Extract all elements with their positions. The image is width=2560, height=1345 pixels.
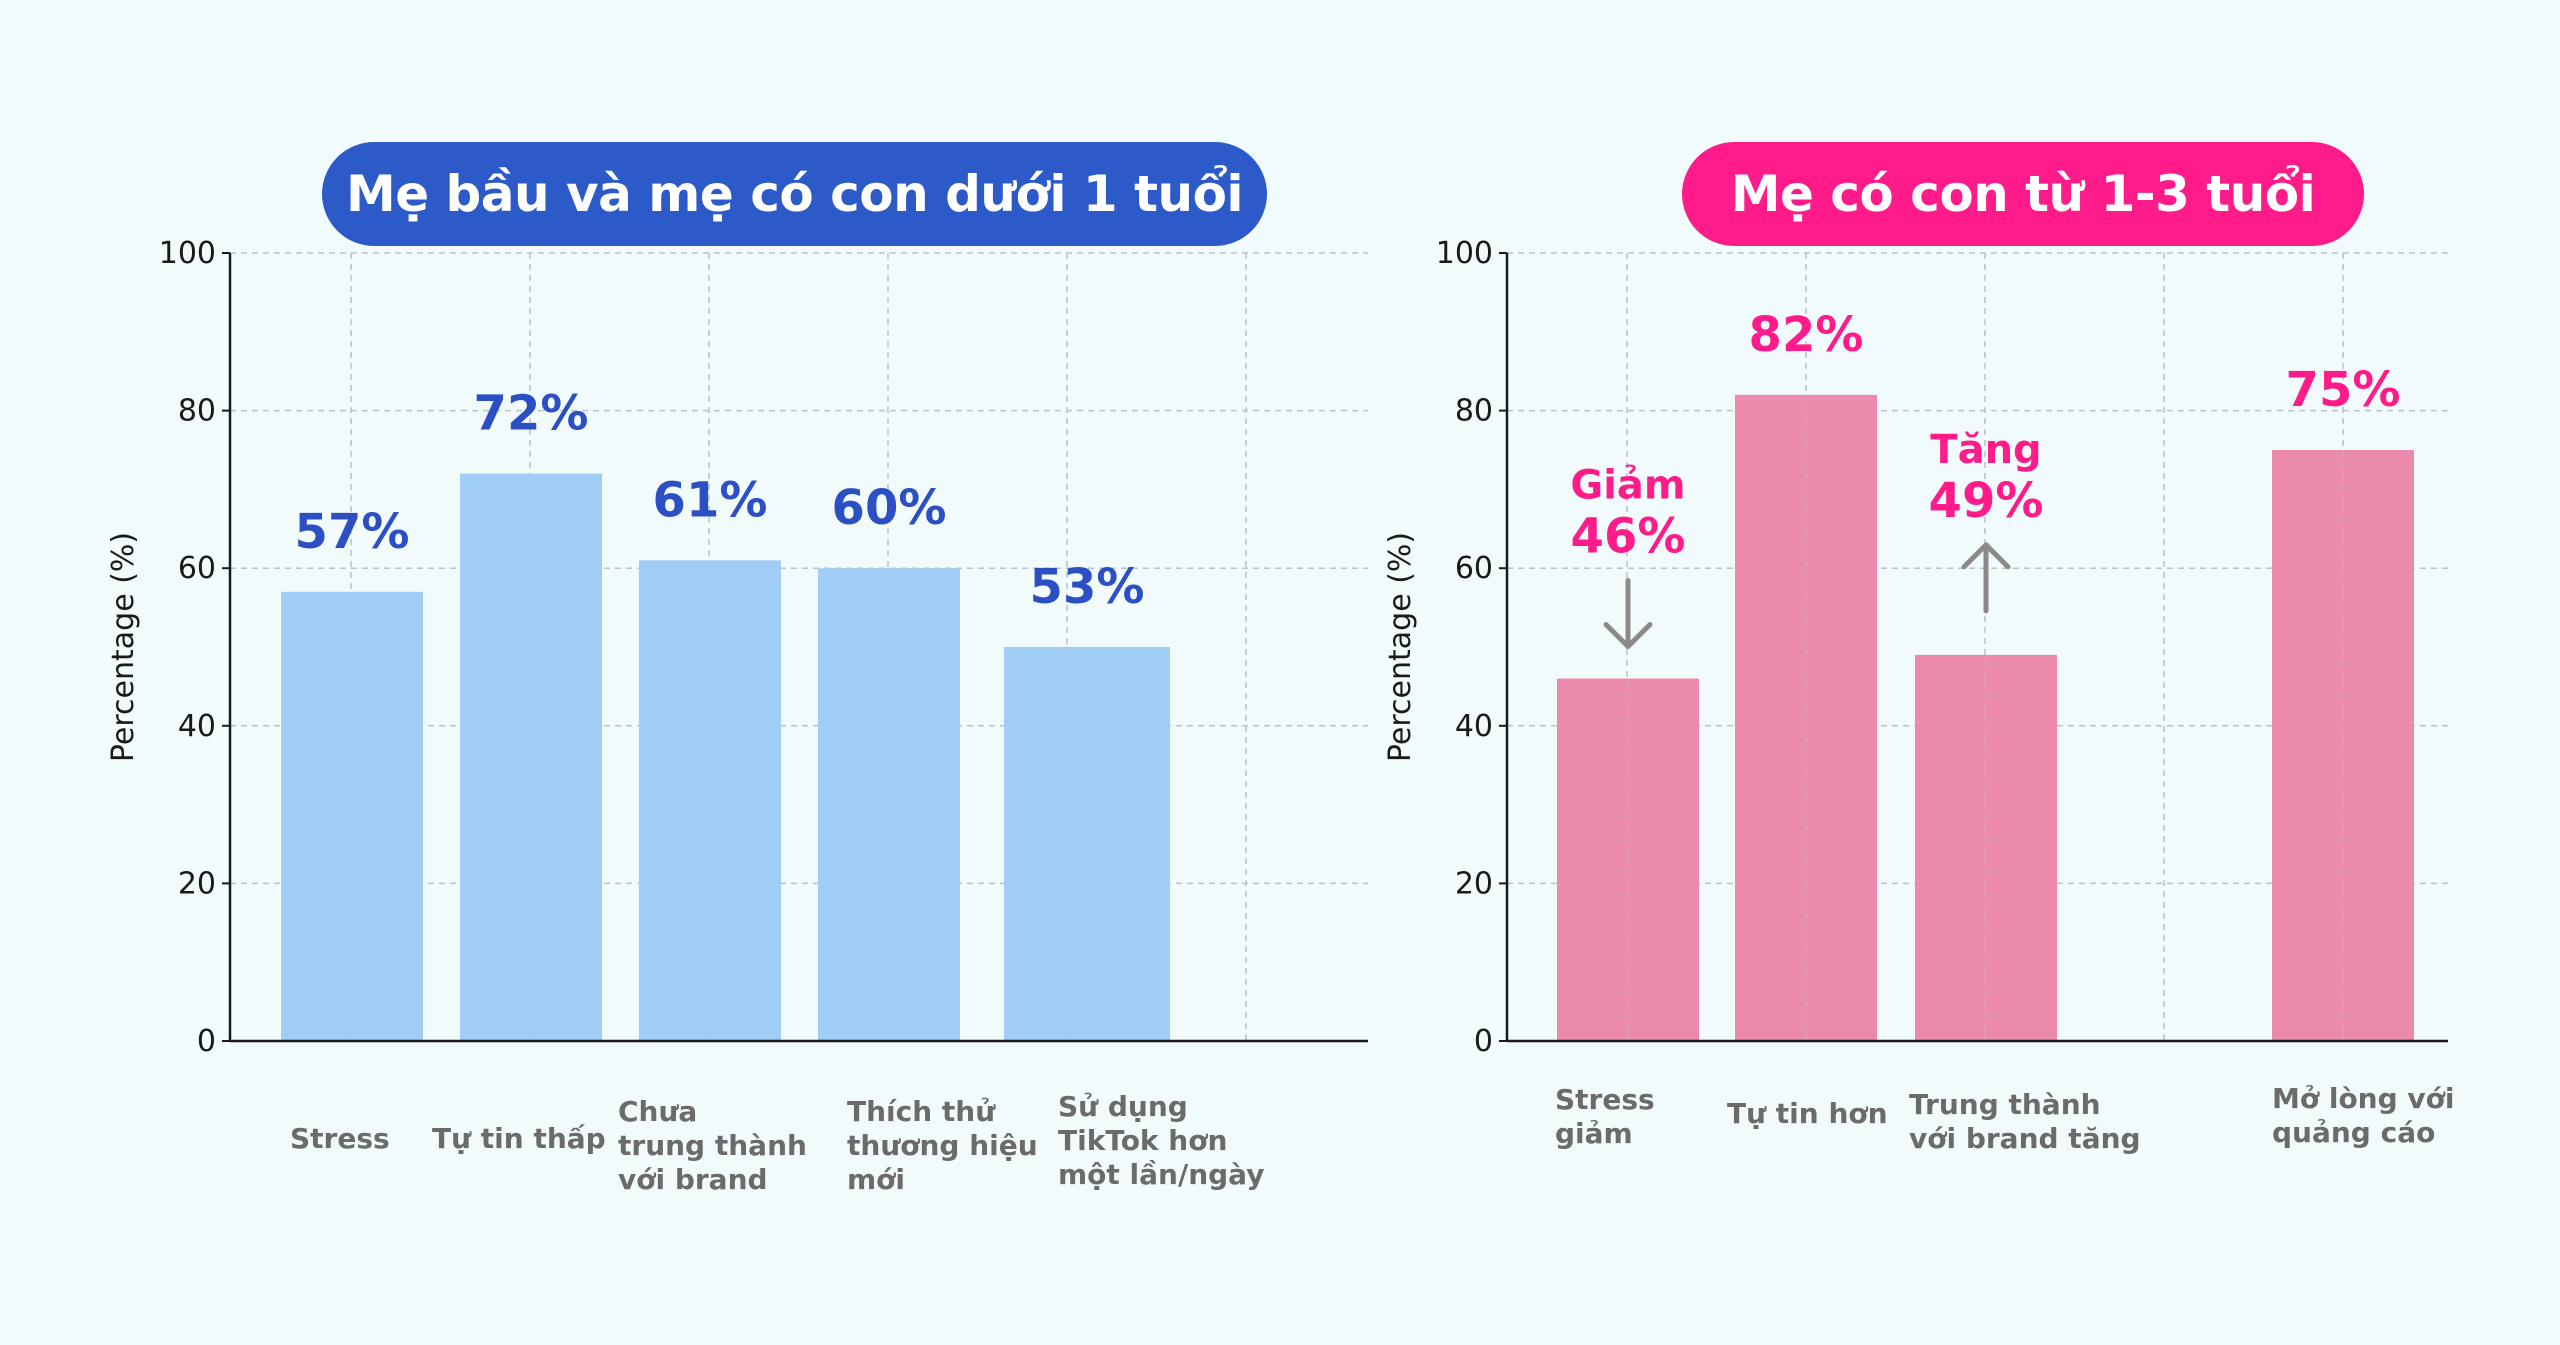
bar bbox=[1004, 647, 1170, 1041]
y-tick-label: 40 bbox=[178, 709, 216, 744]
category-label-line: Stress bbox=[1555, 1083, 1655, 1116]
bar-note: Giảm bbox=[1570, 463, 1685, 509]
right-chart-title: Mẹ có con từ 1-3 tuổi bbox=[1682, 142, 2364, 246]
bar-value-label: 46% bbox=[1571, 509, 1686, 565]
category-label: Stress bbox=[290, 1122, 390, 1155]
bar bbox=[281, 591, 423, 1041]
category-label-line: quảng cáo bbox=[2272, 1116, 2435, 1149]
bar bbox=[818, 568, 960, 1041]
bar bbox=[460, 473, 602, 1041]
category-label: Stress giảm bbox=[1555, 1083, 1655, 1150]
category-label-line: một lần/ngày bbox=[1058, 1158, 1264, 1191]
category-label-line: mới bbox=[847, 1163, 905, 1196]
left-chart: 0 20 40 60 80 100 Percentage (%) 57% Stress 72% Tự… bbox=[106, 236, 1368, 1196]
arrow-head bbox=[1961, 542, 2011, 570]
bar-value-label: 49% bbox=[1929, 473, 2044, 529]
left-chart-title: Mẹ bầu và mẹ có con dưới 1 tuổi bbox=[322, 142, 1267, 246]
y-axis-title: Percentage (%) bbox=[106, 532, 141, 762]
bar-value-label: 60% bbox=[832, 480, 947, 536]
bar-value-label: 53% bbox=[1030, 559, 1145, 615]
category-label: Mở lòng với quảng cáo bbox=[2272, 1082, 2455, 1149]
y-tick-label: 40 bbox=[1455, 709, 1493, 744]
y-axis-title: Percentage (%) bbox=[1383, 532, 1418, 762]
category-label: Sử dụng TikTok hơn một lần/ngày bbox=[1058, 1090, 1264, 1191]
category-label-line: Trung thành bbox=[1909, 1088, 2101, 1121]
bar bbox=[1915, 654, 2057, 1041]
category-label-line: với brand bbox=[618, 1163, 768, 1196]
category-label-line: Mở lòng với bbox=[2272, 1082, 2455, 1115]
category-label-line: Sử dụng bbox=[1058, 1090, 1188, 1123]
y-tick-label: 100 bbox=[1436, 236, 1493, 271]
arrow-up-icon bbox=[1961, 542, 2011, 614]
category-label-line: Thích thử bbox=[847, 1095, 996, 1128]
category-label-line: Chưa bbox=[618, 1095, 697, 1128]
y-tick-label: 60 bbox=[1455, 551, 1493, 586]
category-label-line: Tự tin thấp bbox=[432, 1122, 606, 1155]
arrow-head bbox=[1603, 622, 1653, 650]
bar bbox=[2272, 450, 2414, 1041]
y-tick-label: 60 bbox=[178, 551, 216, 586]
category-label: Tự tin thấp bbox=[432, 1122, 606, 1155]
y-tick-label: 80 bbox=[1455, 394, 1493, 429]
bar-note: Tăng bbox=[1930, 427, 2041, 473]
bar-value-label: 75% bbox=[2286, 362, 2401, 418]
category-label-line: TikTok hơn bbox=[1058, 1124, 1227, 1157]
y-tick-label: 0 bbox=[197, 1024, 216, 1059]
bar-value-label: 57% bbox=[295, 504, 410, 560]
category-label: Thích thử thương hiệu mới bbox=[847, 1095, 1038, 1196]
category-label: Chưa trung thành với brand bbox=[618, 1095, 807, 1196]
category-label-line: Stress bbox=[290, 1122, 390, 1155]
y-tick-label: 20 bbox=[1455, 866, 1493, 901]
category-label-line: trung thành bbox=[618, 1129, 807, 1162]
arrow-down-icon bbox=[1603, 578, 1653, 650]
bar-value-label: 61% bbox=[653, 472, 768, 528]
bar-value-label: 72% bbox=[474, 386, 589, 442]
y-tick-label: 20 bbox=[178, 866, 216, 901]
category-label: Trung thành với brand tăng bbox=[1909, 1088, 2141, 1155]
category-label-line: giảm bbox=[1555, 1117, 1633, 1150]
bar bbox=[639, 560, 781, 1041]
bar bbox=[1557, 678, 1699, 1041]
y-tick-label: 80 bbox=[178, 394, 216, 429]
category-label-line: thương hiệu bbox=[847, 1129, 1038, 1162]
bar-value-label: 82% bbox=[1749, 307, 1864, 363]
category-label-line: với brand tăng bbox=[1909, 1122, 2141, 1155]
category-label-line: Tự tin hơn bbox=[1727, 1097, 1888, 1130]
y-tick-label: 100 bbox=[159, 236, 216, 271]
y-tick-label: 0 bbox=[1474, 1024, 1493, 1059]
category-label: Tự tin hơn bbox=[1727, 1097, 1888, 1130]
